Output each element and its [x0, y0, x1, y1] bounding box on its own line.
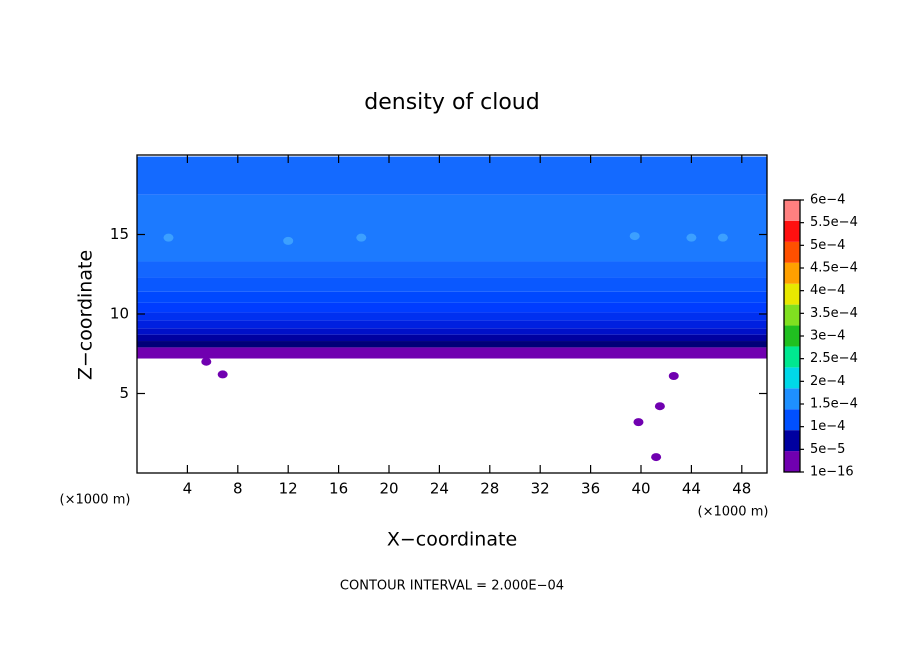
x-tick-label: 32: [531, 480, 550, 498]
footnote: CONTOUR INTERVAL = 2.000E−04: [340, 579, 564, 594]
x-tick-label: 44: [682, 480, 701, 498]
y-axis-label: Z−coordinate: [75, 250, 97, 380]
contour-band: [137, 194, 767, 262]
colorbar-swatch: [784, 241, 800, 263]
colorbar-label: 3.5e−4: [810, 306, 858, 321]
contour-cell: [686, 233, 697, 242]
contour-band: [137, 291, 767, 303]
colorbar-swatch: [784, 200, 800, 221]
contour-band: [137, 341, 767, 348]
x-tick-label: 12: [279, 480, 298, 498]
contour-cell: [356, 233, 367, 242]
contour-band: [137, 302, 767, 313]
colorbar-swatch: [784, 451, 800, 472]
colorbar-label: 3e−4: [810, 329, 845, 344]
contour-band: [137, 277, 767, 292]
x-unit-label: (×1000 m): [698, 505, 769, 520]
contour-cell: [163, 233, 174, 242]
contour-band: [137, 312, 767, 321]
y-tick-label: 5: [119, 384, 129, 402]
colorbar-label: 5e−5: [810, 442, 845, 457]
contour-band: [137, 320, 767, 329]
contour-band: [137, 347, 767, 359]
colorbar-swatch: [784, 262, 800, 284]
x-axis-label: X−coordinate: [387, 529, 517, 551]
contour-cell: [283, 236, 294, 245]
colorbar-label: 5e−4: [810, 238, 845, 253]
colorbar-swatch: [784, 346, 800, 368]
contour-cell: [654, 402, 665, 411]
colorbar-swatch: [784, 430, 800, 452]
colorbar-swatch: [784, 409, 800, 431]
colorbar-label: 1e−16: [810, 465, 854, 480]
colorbar-label: 2e−4: [810, 374, 845, 389]
x-unit-label: (×1000 m): [60, 493, 131, 508]
x-tick-label: 8: [233, 480, 243, 498]
colorbar-label: 4e−4: [810, 283, 845, 298]
x-tick-label: 24: [430, 480, 449, 498]
colorbar-swatch: [784, 325, 800, 347]
colorbar-label: 1e−4: [810, 419, 845, 434]
x-tick-label: 4: [183, 480, 193, 498]
y-tick-label: 15: [110, 225, 129, 243]
contour-cell: [651, 453, 662, 462]
colorbar-label: 2.5e−4: [810, 351, 858, 366]
colorbar-label: 5.5e−4: [810, 215, 858, 230]
colorbar-swatch: [784, 304, 800, 326]
y-tick-label: 10: [110, 305, 129, 323]
colorbar-swatch: [784, 283, 800, 305]
x-tick-label: 36: [581, 480, 600, 498]
chart-title: density of cloud: [364, 90, 539, 115]
x-tick-label: 40: [631, 480, 650, 498]
colorbar-swatch: [784, 388, 800, 410]
colorbar-label: 1.5e−4: [810, 397, 858, 412]
colorbar-swatch: [784, 220, 800, 242]
contour-cell: [633, 418, 644, 427]
colorbar-swatch: [784, 367, 800, 389]
x-tick-label: 28: [480, 480, 499, 498]
contour-cell: [201, 357, 212, 366]
contour-band: [137, 328, 767, 335]
contour-band: [137, 156, 767, 195]
colorbar-label: 6e−4: [810, 193, 845, 208]
contour-cell: [629, 232, 640, 241]
contour-band: [137, 261, 767, 278]
colorbar-label: 4.5e−4: [810, 261, 858, 276]
contour-band: [137, 334, 767, 342]
x-tick-label: 16: [329, 480, 348, 498]
contour-cell: [717, 233, 728, 242]
contour-cell: [217, 370, 228, 379]
x-tick-label: 48: [732, 480, 751, 498]
contour-cell: [668, 372, 679, 381]
x-tick-label: 20: [379, 480, 398, 498]
